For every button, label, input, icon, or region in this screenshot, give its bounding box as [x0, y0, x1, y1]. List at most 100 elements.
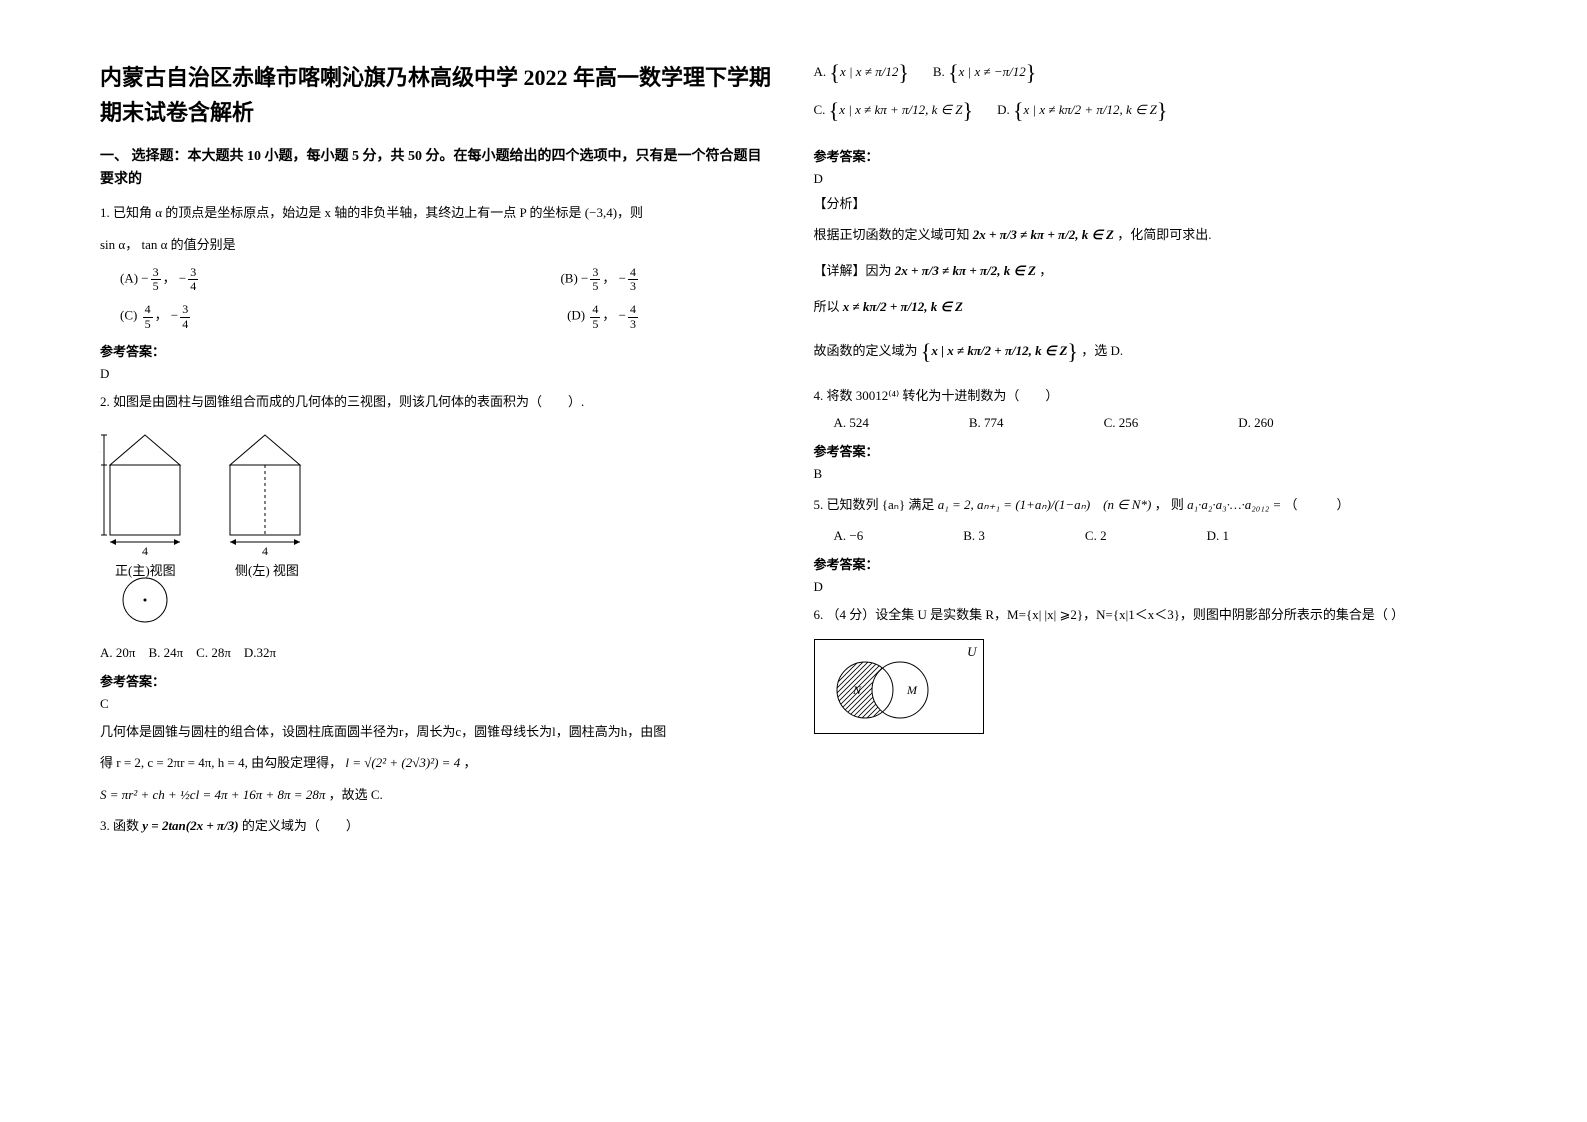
- opt-c-label: C.: [814, 102, 826, 117]
- q1-opt-c-label: (C): [120, 308, 137, 323]
- q3-formula-3: x ≠ kπ/2 + π/12, k ∈ Z: [843, 299, 963, 314]
- q5-opt-c: C. 2: [1085, 528, 1107, 544]
- q2-answer: C: [100, 696, 774, 712]
- three-view-diagram: 2√3 4 4 正(主)视图 4 侧(左) 视图: [100, 425, 330, 625]
- q3-opt-d: D. {x | x ≠ kπ/2 + π/12, k ∈ Z}: [997, 98, 1167, 124]
- q4-opt-c: C. 256: [1104, 415, 1139, 431]
- q1-opt-a-label: (A): [120, 271, 138, 286]
- left-column: 内蒙古自治区赤峰市喀喇沁旗乃林高级中学 2022 年高一数学理下学期期末试卷含解…: [80, 60, 794, 1062]
- q2-formula-s: S = πr² + ch + ½cl = 4π + 16π + 8π = 28π: [100, 787, 325, 802]
- q5-formula: a₁ = 2, aₙ₊₁ = (1+aₙ)/(1−aₙ) (n ∈ N*): [938, 497, 1152, 512]
- q1-opt-a: (A) −35， −34: [120, 266, 200, 293]
- frac-den: 5: [151, 280, 161, 293]
- q1-opt-b-label: (B): [560, 271, 577, 286]
- comma: ，: [602, 308, 615, 323]
- q5-suffix: （ ）: [1285, 497, 1350, 512]
- frac-den: 4: [180, 318, 190, 331]
- neg-sign: −: [581, 271, 588, 286]
- answer-label: 参考答案：: [814, 441, 1488, 460]
- frac-num: 3: [151, 266, 161, 280]
- q3-analysis-a: 根据正切函数的定义域可知: [814, 227, 970, 242]
- q1-opt-d: (D) 45， −43: [567, 303, 640, 330]
- q4-opt-d: D. 260: [1238, 415, 1273, 431]
- q5-opt-d: D. 1: [1207, 528, 1229, 544]
- frac-den: 5: [590, 318, 600, 331]
- neg-sign: −: [619, 308, 626, 323]
- q4-text: 4. 将数 30012⁽⁴⁾ 转化为十进制数为（ ）: [814, 384, 1488, 407]
- opt-d-label: D.: [997, 102, 1010, 117]
- brace-l: {: [921, 339, 932, 364]
- opt-b-label: B.: [933, 64, 945, 79]
- q4-answer: B: [814, 466, 1488, 482]
- q1-text-b: sin α， tan α 的值分别是: [100, 233, 774, 256]
- q5-options: A. −6 B. 3 C. 2 D. 1: [834, 528, 1488, 544]
- brace-r: }: [963, 98, 974, 123]
- q3-opt-a: A. {x | x ≠ π/12}: [814, 60, 909, 86]
- m-label: M: [906, 683, 918, 697]
- brace-l: {: [1013, 98, 1024, 123]
- q3-analysis-b: ，化简即可求出.: [1117, 227, 1211, 242]
- q4-options: A. 524 B. 774 C. 256 D. 260: [834, 415, 1488, 431]
- right-column: A. {x | x ≠ π/12} B. {x | x ≠ −π/12} C. …: [794, 60, 1508, 1062]
- q1-opt-b: (B) −35， −43: [560, 266, 640, 293]
- neg-sign: −: [171, 308, 178, 323]
- frac-den: 5: [143, 318, 153, 331]
- q6-venn-diagram: U N M: [814, 639, 984, 734]
- q4-opt-b: B. 774: [969, 415, 1004, 431]
- q4-opt-a: A. 524: [834, 415, 869, 431]
- section-1-heading: 一、 选择题：本大题共 10 小题，每小题 5 分，共 50 分。在每小题给出的…: [100, 146, 774, 191]
- q1-text-a: 1. 已知角 α 的顶点是坐标原点，始边是 x 轴的非负半轴，其终边上有一点 P…: [100, 201, 774, 224]
- frac-num: 4: [143, 303, 153, 317]
- brace-l: {: [829, 60, 840, 85]
- opt-d-body: x | x ≠ kπ/2 + π/12, k ∈ Z: [1024, 102, 1157, 117]
- n-label: N: [852, 683, 862, 697]
- frac-num: 4: [590, 303, 600, 317]
- frac-den: 3: [628, 280, 638, 293]
- exam-title: 内蒙古自治区赤峰市喀喇沁旗乃林高级中学 2022 年高一数学理下学期期末试卷含解…: [100, 60, 774, 130]
- q3-formula-2: 2x + π/3 ≠ kπ + π/2, k ∈ Z: [895, 263, 1036, 278]
- q2-solution-b: 得 r = 2, c = 2πr = 4π, h = 4, 由勾股定理得， l …: [100, 751, 774, 774]
- q2-formula-l: l = √(2² + (2√3)²) = 4: [345, 755, 460, 770]
- q5-prefix: 5. 已知数列 {aₙ} 满足: [814, 497, 935, 512]
- frac-num: 3: [180, 303, 190, 317]
- frac-den: 5: [590, 280, 600, 293]
- front-view-label: 正(主)视图: [115, 563, 176, 578]
- frac-num: 4: [628, 303, 638, 317]
- q3-prefix: 3. 函数: [100, 818, 139, 833]
- q1-options-row2: (C) 45， −34 (D) 45， −43: [120, 303, 640, 330]
- q3-detail-line: 【详解】因为 2x + π/3 ≠ kπ + π/2, k ∈ Z ，: [814, 258, 1488, 284]
- brace-r: }: [898, 60, 909, 85]
- frac-num: 3: [590, 266, 600, 280]
- neg-sign: −: [179, 271, 186, 286]
- q3-so: 所以: [814, 299, 840, 314]
- side-view-label: 侧(左) 视图: [235, 563, 299, 578]
- comma: ，: [163, 271, 176, 286]
- venn-svg: N M: [815, 640, 985, 735]
- q1-opt-d-label: (D): [567, 308, 585, 323]
- frac-den: 4: [188, 280, 198, 293]
- q5-opt-b: B. 3: [963, 528, 985, 544]
- q1-answer: D: [100, 366, 774, 382]
- q3-opt-b: B. {x | x ≠ −π/12}: [933, 60, 1036, 86]
- fig-2sqrt3: 2√3: [100, 443, 101, 457]
- neg-sign: −: [619, 271, 626, 286]
- u-label: U: [967, 644, 976, 660]
- q5-mid: ， 则: [1155, 497, 1184, 512]
- answer-label: 参考答案：: [100, 671, 774, 690]
- q3-options-row2: C. {x | x ≠ kπ + π/12, k ∈ Z} D. {x | x …: [814, 98, 1488, 136]
- q5-opt-a: A. −6: [834, 528, 864, 544]
- q3-concl-a: 故函数的定义域为: [814, 343, 918, 358]
- q3-formula: y = 2tan(2x + π/3): [142, 818, 238, 833]
- q1-options-row1: (A) −35， −34 (B) −35， −43: [120, 266, 640, 293]
- answer-label: 参考答案：: [814, 554, 1488, 573]
- brace-r: }: [1067, 339, 1078, 364]
- q2-solution-d: S = πr² + ch + ½cl = 4π + 16π + 8π = 28π…: [100, 783, 774, 806]
- brace-r: }: [1026, 60, 1037, 85]
- q3-formula-1: 2x + π/3 ≠ kπ + π/2, k ∈ Z: [973, 227, 1114, 242]
- q2-options: A. 20π B. 24π C. 28π D.32π: [100, 642, 774, 661]
- q3-text: 3. 函数 y = 2tan(2x + π/3) 的定义域为（ ）: [100, 814, 774, 837]
- q3-suffix: 的定义域为（ ）: [242, 818, 359, 833]
- q3-opt-c: C. {x | x ≠ kπ + π/12, k ∈ Z}: [814, 98, 974, 124]
- q2-sol-d-text: ，故选 C.: [329, 787, 383, 802]
- q2-text: 2. 如图是由圆柱与圆锥组合而成的几何体的三视图，则该几何体的表面积为（ ）.: [100, 390, 774, 413]
